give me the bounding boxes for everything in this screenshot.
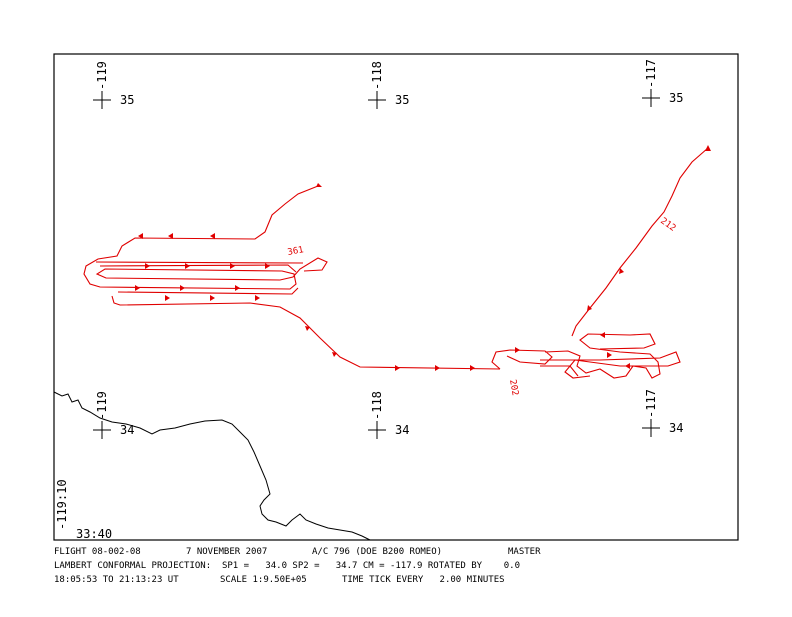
- footer-text: SCALE 1:9.50E+05: [220, 575, 307, 585]
- footer-text: MASTER: [508, 547, 541, 557]
- time-ticks: [135, 145, 711, 371]
- west-track: [83, 185, 501, 370]
- coastline: [53, 391, 371, 541]
- corner-lat: 33:40: [76, 527, 112, 541]
- lat-label: 35: [395, 93, 409, 107]
- graticule: -119 35 -118 35 -117 35 -119 34 -118 34 -117 34: [93, 59, 683, 439]
- corner-lon: -119:10: [55, 479, 69, 530]
- footer-text: 7 NOVEMBER 2007: [186, 547, 267, 557]
- lon-label: -118: [370, 391, 384, 420]
- lat-label: 34: [669, 421, 683, 435]
- footer-text: LAMBERT CONFORMAL PROJECTION: SP1 = 34.0…: [54, 561, 520, 571]
- footer-text: 18:05:53 TO 21:13:23 UT: [54, 575, 179, 585]
- lon-label: -119: [95, 61, 109, 90]
- east-track: [491, 147, 709, 379]
- track-label: 202: [507, 379, 520, 397]
- track-label: 212: [658, 216, 677, 234]
- track-label: 361: [287, 245, 305, 258]
- lat-label: 34: [395, 423, 409, 437]
- lat-label: 35: [669, 91, 683, 105]
- lat-label: 35: [120, 93, 134, 107]
- frame: [53, 53, 739, 541]
- footer-text: FLIGHT 08-002-08: [54, 547, 141, 557]
- lat-label: 34: [120, 423, 134, 437]
- lon-label: -117: [644, 389, 658, 418]
- footer-text: TIME TICK EVERY 2.00 MINUTES: [342, 575, 505, 585]
- lon-label: -117: [644, 59, 658, 88]
- footer-text: A/C 796 (DOE B200 ROMEO): [312, 547, 442, 557]
- track: [83, 145, 711, 379]
- lon-label: -118: [370, 61, 384, 90]
- lon-label: -119: [95, 391, 109, 420]
